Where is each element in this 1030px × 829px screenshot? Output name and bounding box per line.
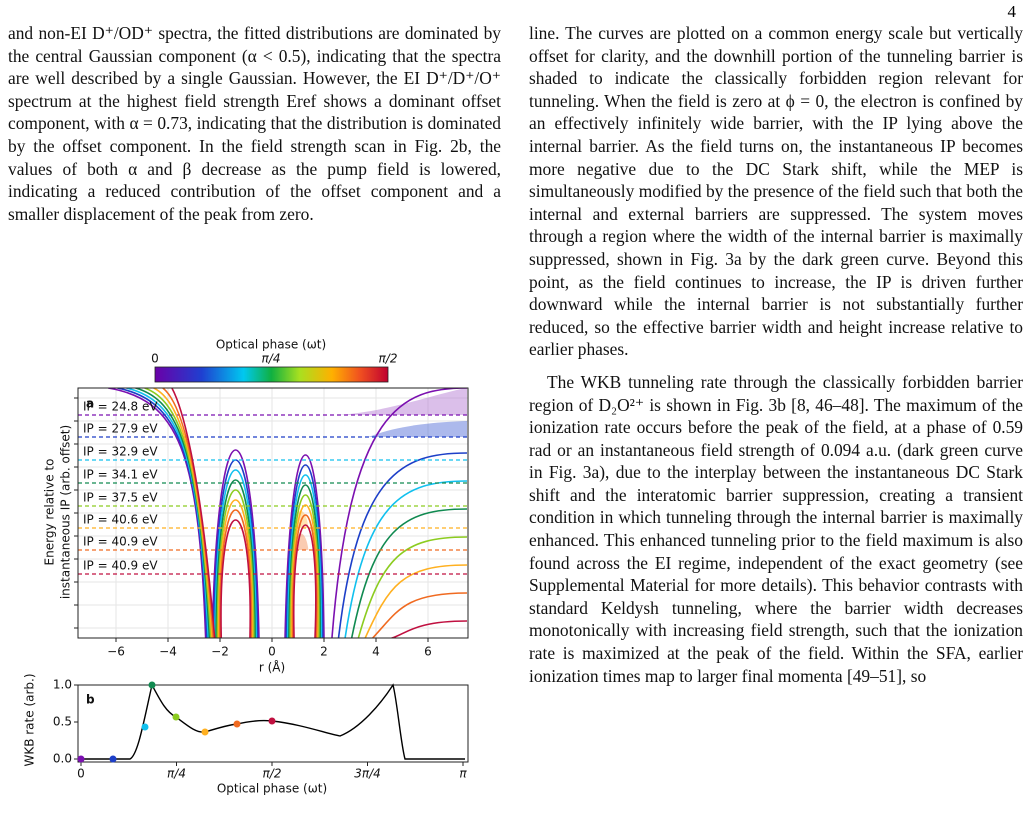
colorbar-label: Optical phase (ωt)	[216, 338, 326, 352]
paragraph: The WKB tunneling rate through the class…	[529, 371, 1023, 686]
x-tick-label: −2	[211, 645, 229, 659]
phase-marker	[148, 681, 156, 689]
left-column: and non-EI D⁺/OD⁺ spectra, the fitted di…	[8, 22, 501, 225]
paragraph: line. The curves are plotted on a common…	[529, 23, 1023, 360]
colorbar-tick: π/4	[262, 352, 281, 366]
phase-marker	[268, 717, 276, 725]
x-tick-label: 6	[424, 645, 432, 659]
phase-marker	[172, 713, 180, 721]
ip-label: IP = 27.9 eV	[83, 422, 158, 436]
figure: Optical phase (ωt) 0 π/4 π/2 IP = 24.8 eV IP …	[23, 338, 469, 796]
y-axis-label: instantaneous IP (arb. offset)	[59, 425, 73, 599]
page-number: 4	[1007, 2, 1017, 21]
potential-curve	[126, 388, 468, 638]
axes-b	[77, 684, 469, 763]
colorbar-tick: π/2	[379, 352, 398, 366]
shade	[368, 421, 467, 437]
y-tick-label: 1.0	[53, 678, 72, 692]
potential-curve	[135, 388, 468, 638]
x-axis-label: r (Å)	[259, 660, 285, 675]
potential-curve	[171, 388, 468, 638]
y-axis-label: WKB rate (arb.)	[23, 673, 37, 766]
x-tick-label: 2	[320, 645, 328, 659]
phase-marker	[233, 720, 241, 728]
potential-curve	[108, 388, 468, 638]
y-tick-label: 0.5	[53, 715, 72, 729]
x-tick-label: 0	[268, 645, 276, 659]
ip-label: IP = 40.9 eV	[83, 535, 158, 549]
phase-marker	[109, 755, 117, 763]
potential-curve	[162, 388, 468, 638]
ip-label: IP = 40.9 eV	[83, 559, 158, 573]
shade	[337, 388, 467, 415]
phase-marker	[141, 723, 149, 731]
potential-curve	[144, 388, 468, 638]
colorbar-tick: 0	[151, 352, 159, 366]
paragraph: and non-EI D⁺/OD⁺ spectra, the fitted di…	[8, 23, 501, 224]
panel-label: a	[86, 397, 94, 411]
potential-curve	[153, 388, 468, 638]
ip-label: IP = 40.6 eV	[83, 513, 158, 527]
panel-label: b	[86, 693, 95, 707]
phase-marker	[201, 728, 209, 736]
right-column: line. The curves are plotted on a common…	[529, 22, 1023, 829]
ip-label: IP = 34.1 eV	[83, 468, 158, 482]
y-tick-label: 0.0	[53, 752, 72, 766]
ip-label: IP = 24.8 eV	[83, 400, 158, 414]
phase-marker	[77, 755, 85, 763]
x-tick-label: 4	[372, 645, 380, 659]
x-tick-label: π	[459, 767, 467, 781]
x-tick-label: π/4	[167, 767, 186, 781]
x-tick-label: π/2	[263, 767, 282, 781]
x-tick-label: 0	[77, 767, 85, 781]
y-axis-label: Energy relative to	[43, 459, 57, 566]
ip-label: IP = 32.9 eV	[83, 445, 158, 459]
x-tick-label: −4	[159, 645, 177, 659]
x-tick-label: 3π/4	[354, 767, 381, 781]
x-tick-label: −6	[107, 645, 125, 659]
colorbar	[154, 366, 389, 383]
x-axis-label: Optical phase (ωt)	[217, 782, 327, 796]
ip-label: IP = 37.5 eV	[83, 491, 158, 505]
